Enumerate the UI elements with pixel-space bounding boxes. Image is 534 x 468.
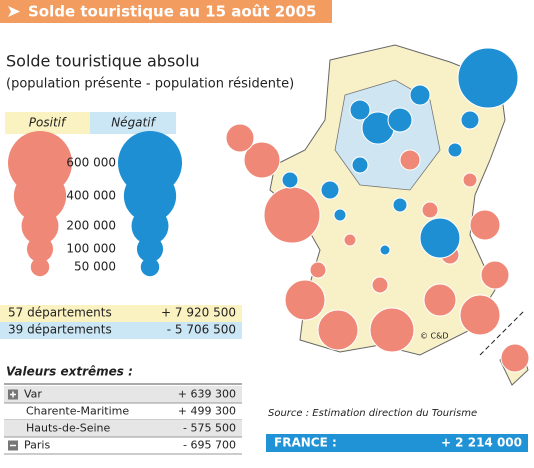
row-name: Paris xyxy=(24,439,50,452)
legend-circle-negative xyxy=(131,207,169,245)
map-circle xyxy=(387,107,413,133)
map-circle xyxy=(459,294,501,336)
table-row-bg xyxy=(4,386,242,403)
map-circle xyxy=(457,47,519,109)
map-circle xyxy=(284,279,326,321)
title: Solde touristique absolu xyxy=(6,52,200,71)
legend-size-label: 100 000 xyxy=(66,242,116,256)
source: Source : Estimation direction du Tourism… xyxy=(268,408,477,419)
extremes-table: Var + 639 300 Charente-Maritime + 499 300 Ha… xyxy=(4,386,242,455)
map-circle xyxy=(343,233,357,247)
summary-row xyxy=(0,322,242,339)
map-circle xyxy=(469,209,501,241)
summary-row xyxy=(0,305,242,322)
map-circle xyxy=(480,260,510,290)
total-value: + 2 214 000 xyxy=(441,436,522,450)
negative-box xyxy=(90,112,176,134)
legend-positive: Positif xyxy=(29,116,67,130)
legend-circle-positive xyxy=(13,169,67,223)
legend-circle-positive xyxy=(30,257,50,277)
map-circle xyxy=(460,110,480,130)
map-circle xyxy=(423,283,457,317)
map-circle xyxy=(349,99,371,121)
legend-circle-negative xyxy=(140,257,160,277)
map-circle xyxy=(281,171,299,189)
row-value: + 499 300 xyxy=(178,405,236,418)
map-circle xyxy=(379,244,391,256)
legend-size-label: 50 000 xyxy=(74,260,116,274)
map-circle xyxy=(369,307,415,353)
inset-separator xyxy=(479,309,526,356)
row-value: - 695 700 xyxy=(183,439,236,452)
map-circle xyxy=(500,343,530,373)
map-circle xyxy=(225,123,255,153)
extremes-title: Valeurs extrêmes : xyxy=(6,365,133,379)
total-bar xyxy=(266,434,528,452)
map-circle xyxy=(263,186,321,244)
legend-size-label: 200 000 xyxy=(66,219,116,233)
summary-value: + 7 920 500 xyxy=(161,306,236,320)
map-circle xyxy=(309,261,327,279)
subtitle: (population présente - population réside… xyxy=(6,77,294,92)
map-circle xyxy=(419,217,461,259)
legend-negative: Négatif xyxy=(111,116,156,130)
legend-circle-positive xyxy=(21,207,59,245)
legend-circle-negative xyxy=(123,169,177,223)
positive-box xyxy=(5,112,90,134)
legend-circle-positive xyxy=(26,235,54,263)
copyright: © C&D xyxy=(420,332,449,341)
row-value: + 639 300 xyxy=(178,388,236,401)
row-name: Hauts-de-Seine xyxy=(26,422,110,435)
map-circle xyxy=(351,156,369,174)
table-row-bg xyxy=(4,420,242,437)
row-name: Var xyxy=(24,388,42,401)
map-circle xyxy=(317,309,359,351)
summary-value: - 5 706 500 xyxy=(167,323,236,337)
map-circle xyxy=(333,208,347,222)
map xyxy=(225,44,530,386)
legend-size-label: 600 000 xyxy=(66,156,116,170)
map-circle xyxy=(392,197,408,213)
header-bar xyxy=(0,0,332,23)
summary-label: 57 départements xyxy=(8,306,112,320)
map-circle xyxy=(447,142,463,158)
map-circle xyxy=(371,276,389,294)
row-value: - 575 500 xyxy=(183,422,236,435)
row-name: Charente-Maritime xyxy=(26,405,129,418)
map-circle xyxy=(243,141,281,179)
header-arrow xyxy=(8,6,20,17)
legend-size-label: 400 000 xyxy=(66,189,116,203)
header-title: Solde touristique au 15 août 2005 xyxy=(28,3,317,21)
total-label: FRANCE : xyxy=(274,436,337,450)
legend-circle-negative xyxy=(136,235,164,263)
map-circle xyxy=(399,149,421,171)
map-circle xyxy=(320,180,340,200)
map-circle xyxy=(409,84,431,106)
map-circle xyxy=(462,172,478,188)
map-circle xyxy=(421,201,439,219)
summary-label: 39 départements xyxy=(8,323,112,337)
